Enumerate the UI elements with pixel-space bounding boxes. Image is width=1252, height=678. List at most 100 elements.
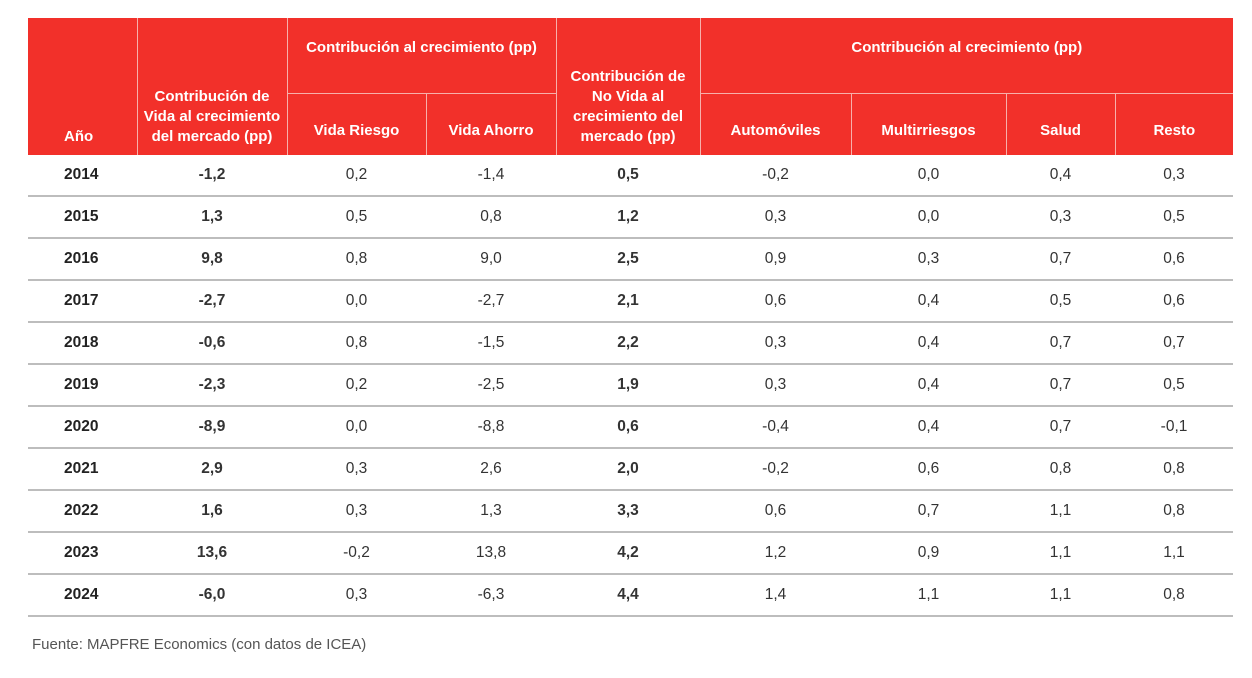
contribution-table: Año Contribución de Vida al crecimiento … xyxy=(28,18,1234,617)
cell-vida-ahorro: 1,3 xyxy=(426,490,557,533)
cell-automoviles: 0,6 xyxy=(700,280,852,323)
cell-multirriesgos: 0,7 xyxy=(851,490,1007,533)
header-year: Año xyxy=(28,18,137,155)
cell-novida-total: 4,2 xyxy=(556,532,701,575)
cell-vida-total: 9,8 xyxy=(137,238,287,281)
cell-vida-ahorro: 9,0 xyxy=(426,238,557,281)
cell-novida-total: 2,5 xyxy=(556,238,701,281)
table-row: 2018 -0,6 0,8 -1,5 2,2 0,3 0,4 0,7 0,7 xyxy=(28,322,1234,365)
cell-resto: 0,5 xyxy=(1115,364,1234,407)
cell-vida-ahorro: 13,8 xyxy=(426,532,557,575)
cell-resto: 0,5 xyxy=(1115,196,1234,239)
cell-salud: 0,7 xyxy=(1006,238,1116,281)
cell-vida-total: -0,6 xyxy=(137,322,287,365)
cell-novida-total: 1,2 xyxy=(556,196,701,239)
cell-vida-ahorro: -8,8 xyxy=(426,406,557,449)
cell-vida-riesgo: 0,5 xyxy=(287,196,426,239)
cell-salud: 0,7 xyxy=(1006,406,1116,449)
cell-vida-riesgo: -0,2 xyxy=(287,532,426,575)
cell-resto: 0,8 xyxy=(1115,490,1234,533)
header-salud: Salud xyxy=(1005,92,1116,155)
cell-multirriesgos: 0,4 xyxy=(851,406,1007,449)
cell-vida-total: 2,9 xyxy=(137,448,287,491)
table-row: 2017 -2,7 0,0 -2,7 2,1 0,6 0,4 0,5 0,6 xyxy=(28,280,1234,323)
cell-year: 2020 xyxy=(28,406,137,449)
cell-automoviles: 0,9 xyxy=(700,238,852,281)
cell-vida-total: -1,2 xyxy=(137,155,287,197)
cell-vida-ahorro: -2,7 xyxy=(426,280,557,323)
cell-year: 2024 xyxy=(28,574,137,617)
cell-multirriesgos: 0,4 xyxy=(851,280,1007,323)
cell-multirriesgos: 0,3 xyxy=(851,238,1007,281)
cell-vida-riesgo: 0,3 xyxy=(287,574,426,617)
cell-automoviles: -0,2 xyxy=(700,448,852,491)
cell-year: 2023 xyxy=(28,532,137,575)
cell-vida-total: -2,7 xyxy=(137,280,287,323)
cell-vida-total: 13,6 xyxy=(137,532,287,575)
cell-automoviles: 0,3 xyxy=(700,364,852,407)
cell-vida-riesgo: 0,0 xyxy=(287,406,426,449)
cell-year: 2015 xyxy=(28,196,137,239)
cell-novida-total: 0,6 xyxy=(556,406,701,449)
cell-year: 2016 xyxy=(28,238,137,281)
header-vida-group: Contribución al crecimiento (pp) xyxy=(286,18,557,93)
cell-year: 2018 xyxy=(28,322,137,365)
table-row: 2022 1,6 0,3 1,3 3,3 0,6 0,7 1,1 0,8 xyxy=(28,490,1234,533)
cell-vida-total: -2,3 xyxy=(137,364,287,407)
cell-salud: 0,7 xyxy=(1006,364,1116,407)
cell-vida-ahorro: 2,6 xyxy=(426,448,557,491)
cell-automoviles: -0,4 xyxy=(700,406,852,449)
table-row: 2023 13,6 -0,2 13,8 4,2 1,2 0,9 1,1 1,1 xyxy=(28,532,1234,575)
header-novida-group: Contribución al crecimiento (pp) xyxy=(699,18,1234,93)
cell-vida-riesgo: 0,3 xyxy=(287,448,426,491)
cell-salud: 0,5 xyxy=(1006,280,1116,323)
cell-vida-riesgo: 0,2 xyxy=(287,155,426,197)
cell-multirriesgos: 0,9 xyxy=(851,532,1007,575)
cell-salud: 1,1 xyxy=(1006,574,1116,617)
cell-automoviles: 1,2 xyxy=(700,532,852,575)
cell-resto: -0,1 xyxy=(1115,406,1234,449)
table-row: 2016 9,8 0,8 9,0 2,5 0,9 0,3 0,7 0,6 xyxy=(28,238,1234,281)
cell-vida-riesgo: 0,0 xyxy=(287,280,426,323)
cell-novida-total: 0,5 xyxy=(556,155,701,197)
cell-vida-ahorro: -1,5 xyxy=(426,322,557,365)
cell-multirriesgos: 1,1 xyxy=(851,574,1007,617)
cell-multirriesgos: 0,4 xyxy=(851,364,1007,407)
cell-automoviles: 0,3 xyxy=(700,196,852,239)
cell-vida-ahorro: -6,3 xyxy=(426,574,557,617)
table-row: 2024 -6,0 0,3 -6,3 4,4 1,4 1,1 1,1 0,8 xyxy=(28,574,1234,617)
table-row: 2019 -2,3 0,2 -2,5 1,9 0,3 0,4 0,7 0,5 xyxy=(28,364,1234,407)
cell-resto: 0,6 xyxy=(1115,238,1234,281)
cell-salud: 1,1 xyxy=(1006,490,1116,533)
cell-multirriesgos: 0,0 xyxy=(851,155,1007,197)
cell-year: 2019 xyxy=(28,364,137,407)
cell-vida-ahorro: 0,8 xyxy=(426,196,557,239)
page: Año Contribución de Vida al crecimiento … xyxy=(28,18,1234,653)
cell-salud: 0,8 xyxy=(1006,448,1116,491)
table-row: 2014 -1,2 0,2 -1,4 0,5 -0,2 0,0 0,4 0,3 xyxy=(28,155,1234,197)
cell-automoviles: 0,3 xyxy=(700,322,852,365)
cell-resto: 0,8 xyxy=(1115,448,1234,491)
cell-salud: 0,4 xyxy=(1006,155,1116,197)
header-vida-ahorro: Vida Ahorro xyxy=(425,92,557,155)
table-row: 2015 1,3 0,5 0,8 1,2 0,3 0,0 0,3 0,5 xyxy=(28,196,1234,239)
cell-automoviles: 1,4 xyxy=(700,574,852,617)
cell-year: 2017 xyxy=(28,280,137,323)
header-novida-total: Contribución de No Vida al crecimiento d… xyxy=(555,18,701,155)
cell-novida-total: 2,1 xyxy=(556,280,701,323)
cell-vida-total: -8,9 xyxy=(137,406,287,449)
header-automoviles: Automóviles xyxy=(699,92,852,155)
table-row: 2021 2,9 0,3 2,6 2,0 -0,2 0,6 0,8 0,8 xyxy=(28,448,1234,491)
cell-resto: 0,6 xyxy=(1115,280,1234,323)
cell-automoviles: 0,6 xyxy=(700,490,852,533)
cell-salud: 0,3 xyxy=(1006,196,1116,239)
cell-novida-total: 3,3 xyxy=(556,490,701,533)
cell-year: 2014 xyxy=(28,155,137,197)
cell-vida-total: 1,3 xyxy=(137,196,287,239)
cell-vida-ahorro: -1,4 xyxy=(426,155,557,197)
cell-automoviles: -0,2 xyxy=(700,155,852,197)
cell-year: 2022 xyxy=(28,490,137,533)
header-resto: Resto xyxy=(1114,92,1234,155)
cell-novida-total: 1,9 xyxy=(556,364,701,407)
cell-resto: 0,7 xyxy=(1115,322,1234,365)
